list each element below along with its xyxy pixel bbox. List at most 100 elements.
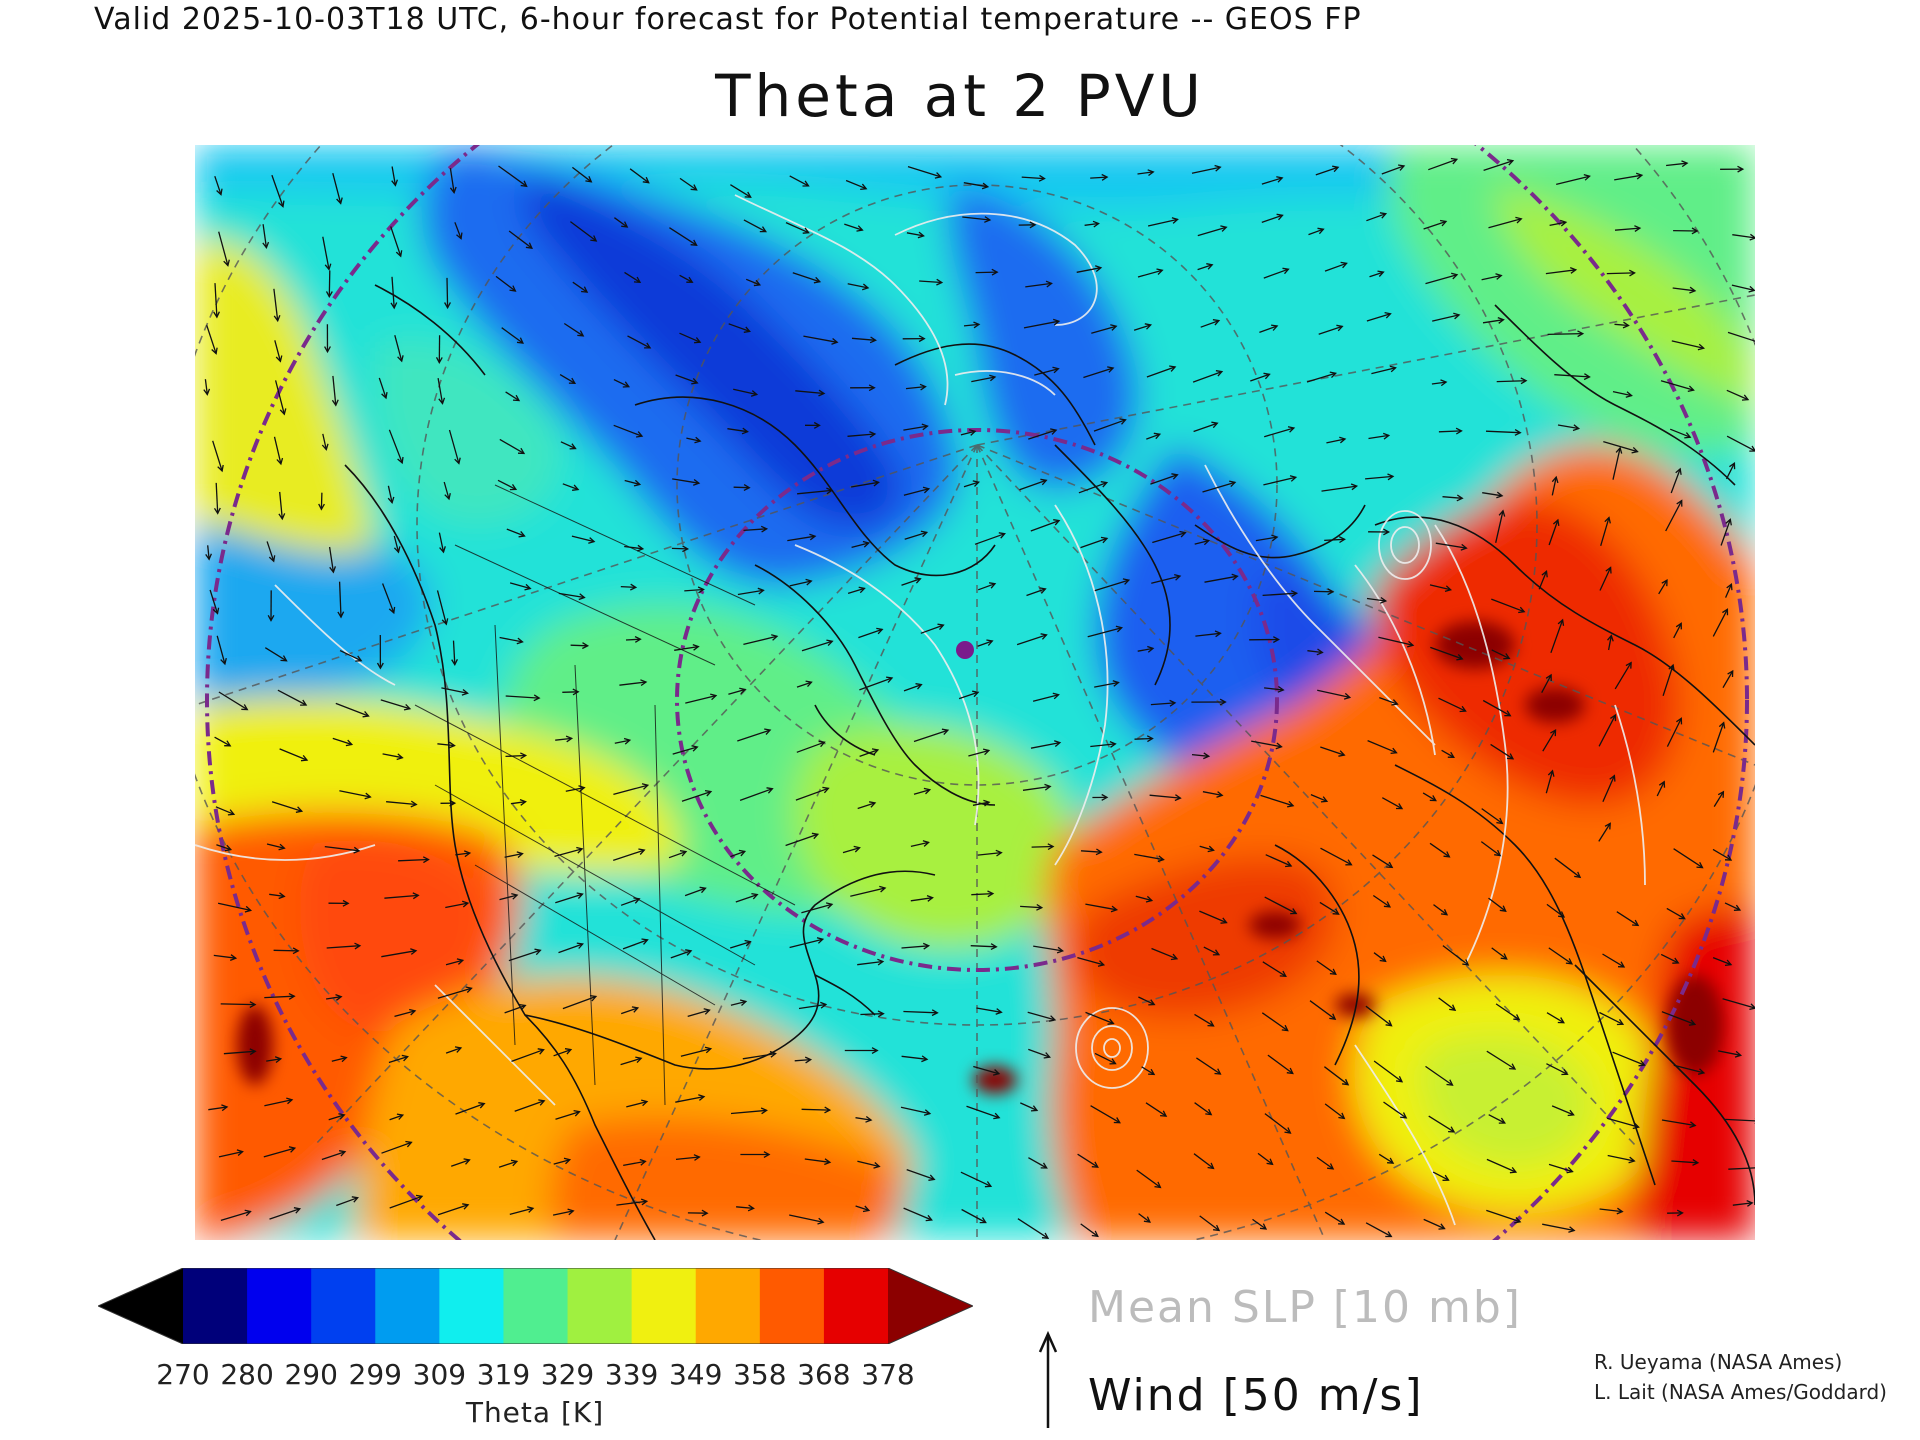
wind-vector-head (1496, 491, 1504, 499)
wind-vector (262, 224, 268, 248)
wind-vector (1138, 1213, 1151, 1223)
wind-vector-head (694, 436, 702, 444)
wind-vector (1192, 370, 1223, 383)
wind-vector (1324, 1103, 1345, 1119)
wind-vector (1194, 1013, 1214, 1027)
wind-legend: Wind [50 m/s] (1088, 1370, 1424, 1421)
wind-vector-head (764, 728, 772, 735)
wind-vector-head (984, 1181, 993, 1188)
wind-vector-head (1606, 634, 1614, 642)
wind-vector-head (273, 315, 281, 323)
wind-vector-head (825, 902, 834, 909)
wind-vector (1666, 718, 1682, 747)
wind-vector (1316, 960, 1337, 975)
wind-vector-head (701, 1209, 709, 1217)
wind-vector-head (873, 1162, 881, 1169)
wind-vector (1133, 324, 1151, 331)
wind-vector (509, 1207, 534, 1216)
wind-vector (1712, 848, 1732, 861)
wind-vector-head (236, 1149, 244, 1156)
wind-vector (1726, 435, 1755, 452)
wind-vector (1200, 319, 1220, 328)
wind-vector-head (982, 748, 991, 756)
wind-vector-head (919, 383, 927, 391)
wind-vector (1365, 1005, 1392, 1027)
wind-vector-head (278, 200, 285, 208)
wind-vector (733, 388, 757, 396)
wind-vector-head (1342, 1078, 1350, 1086)
wind-vector-head (760, 525, 769, 533)
wind-vector (1602, 775, 1615, 803)
wind-vector (901, 1055, 928, 1060)
wind-vector (1136, 1169, 1161, 1188)
wind-vector-head (1541, 570, 1548, 578)
wind-vector-head (1266, 1158, 1274, 1166)
wind-vector (1195, 632, 1221, 637)
wind-vector (1263, 476, 1296, 486)
wind-vector (571, 535, 595, 543)
wind-vector (1672, 287, 1696, 292)
wind-vector-head (1377, 270, 1385, 277)
wind-vector (670, 950, 692, 959)
wind-vector-head (936, 278, 944, 286)
wind-vector-head (1276, 176, 1284, 183)
wind-vector (963, 481, 979, 488)
wind-vector-head (1635, 172, 1644, 180)
wind-vector (1033, 945, 1063, 952)
wind-vector (920, 624, 944, 634)
wind-vector (328, 1114, 345, 1121)
wind-vector-head (1050, 428, 1058, 435)
wind-vector (565, 786, 585, 792)
wind-vector (1367, 740, 1397, 754)
wind-vector-head (771, 634, 779, 641)
wind-vector-head (1688, 1019, 1697, 1026)
wind-vector (1599, 1208, 1623, 1213)
wind-vector (743, 219, 767, 233)
wind-vector-head (388, 606, 396, 615)
wind-vector-head (1558, 911, 1566, 918)
wind-vector (730, 1000, 747, 1006)
wind-vector-head (641, 783, 650, 790)
wind-vector (1491, 649, 1510, 659)
forecast-map[interactable] (195, 145, 1755, 1240)
wind-vector (962, 216, 990, 221)
wind-vector-head (395, 250, 403, 258)
wind-vector-head (1202, 538, 1211, 546)
wind-vector (514, 1100, 545, 1112)
wind-vector (620, 898, 640, 906)
colorbar-label: Theta [K] (465, 1396, 605, 1429)
wind-vector-head (1214, 1068, 1222, 1075)
wind-vector (1090, 176, 1108, 179)
wind-vector-head (623, 737, 632, 745)
wind-vector-head (1379, 955, 1387, 963)
wind-vector-head (1379, 212, 1388, 219)
wind-vector-head (1229, 480, 1237, 488)
wind-vector-head (410, 800, 418, 808)
wind-vector (857, 960, 883, 966)
wind-vector (1378, 1153, 1394, 1164)
wind-vector-head (1212, 319, 1221, 326)
wind-vector (455, 1102, 485, 1115)
wind-vector-head (1500, 953, 1508, 960)
wind-vector-head (286, 1097, 294, 1105)
wind-vector (394, 335, 403, 362)
wind-vector (1482, 492, 1503, 497)
wind-vector-head (923, 787, 932, 795)
wind-vector (1616, 911, 1639, 926)
wind-vector (1078, 481, 1108, 494)
wind-vector-head (1661, 579, 1668, 587)
wind-vector (1257, 1152, 1273, 1165)
wind-vector (847, 587, 865, 595)
colorbar-block (311, 1268, 376, 1344)
wind-vector-head (1497, 316, 1505, 324)
wind-vector-head (1749, 233, 1755, 241)
wind-vector-head (1389, 365, 1397, 373)
wind-vector (552, 1210, 574, 1216)
wind-vector-head (1616, 1207, 1624, 1215)
wind-vector (273, 949, 299, 952)
wind-vector (1373, 1060, 1403, 1083)
wind-vector-head (995, 1008, 1003, 1015)
wind-vector (570, 644, 588, 647)
wind-vector-head (518, 530, 526, 538)
wind-vector (627, 335, 651, 349)
